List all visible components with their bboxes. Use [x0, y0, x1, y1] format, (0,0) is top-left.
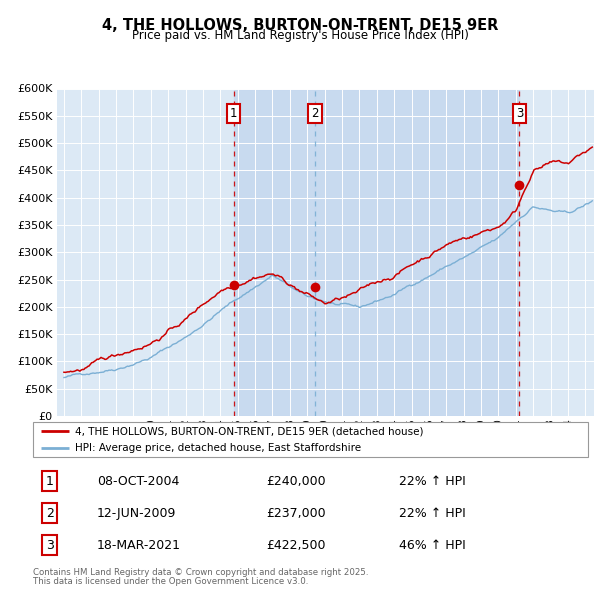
Text: 22% ↑ HPI: 22% ↑ HPI: [400, 507, 466, 520]
Text: 4, THE HOLLOWS, BURTON-ON-TRENT, DE15 9ER: 4, THE HOLLOWS, BURTON-ON-TRENT, DE15 9E…: [102, 18, 498, 32]
Text: 1: 1: [230, 107, 238, 120]
Text: Contains HM Land Registry data © Crown copyright and database right 2025.: Contains HM Land Registry data © Crown c…: [33, 568, 368, 576]
Text: 18-MAR-2021: 18-MAR-2021: [97, 539, 181, 552]
Text: 08-OCT-2004: 08-OCT-2004: [97, 475, 179, 488]
Text: 2: 2: [311, 107, 319, 120]
Text: £240,000: £240,000: [266, 475, 326, 488]
Bar: [315, 88, 520, 416]
Text: 12-JUN-2009: 12-JUN-2009: [97, 507, 176, 520]
Bar: [234, 88, 315, 416]
Text: HPI: Average price, detached house, East Staffordshire: HPI: Average price, detached house, East…: [74, 444, 361, 453]
Text: This data is licensed under the Open Government Licence v3.0.: This data is licensed under the Open Gov…: [33, 577, 308, 586]
Text: 46% ↑ HPI: 46% ↑ HPI: [400, 539, 466, 552]
Text: 22% ↑ HPI: 22% ↑ HPI: [400, 475, 466, 488]
Text: £237,000: £237,000: [266, 507, 326, 520]
Text: Price paid vs. HM Land Registry's House Price Index (HPI): Price paid vs. HM Land Registry's House …: [131, 30, 469, 42]
Text: 1: 1: [46, 475, 53, 488]
Text: 2: 2: [46, 507, 53, 520]
FancyBboxPatch shape: [33, 422, 588, 457]
Text: 3: 3: [516, 107, 523, 120]
Text: £422,500: £422,500: [266, 539, 326, 552]
Text: 3: 3: [46, 539, 53, 552]
Text: 4, THE HOLLOWS, BURTON-ON-TRENT, DE15 9ER (detached house): 4, THE HOLLOWS, BURTON-ON-TRENT, DE15 9E…: [74, 427, 423, 437]
